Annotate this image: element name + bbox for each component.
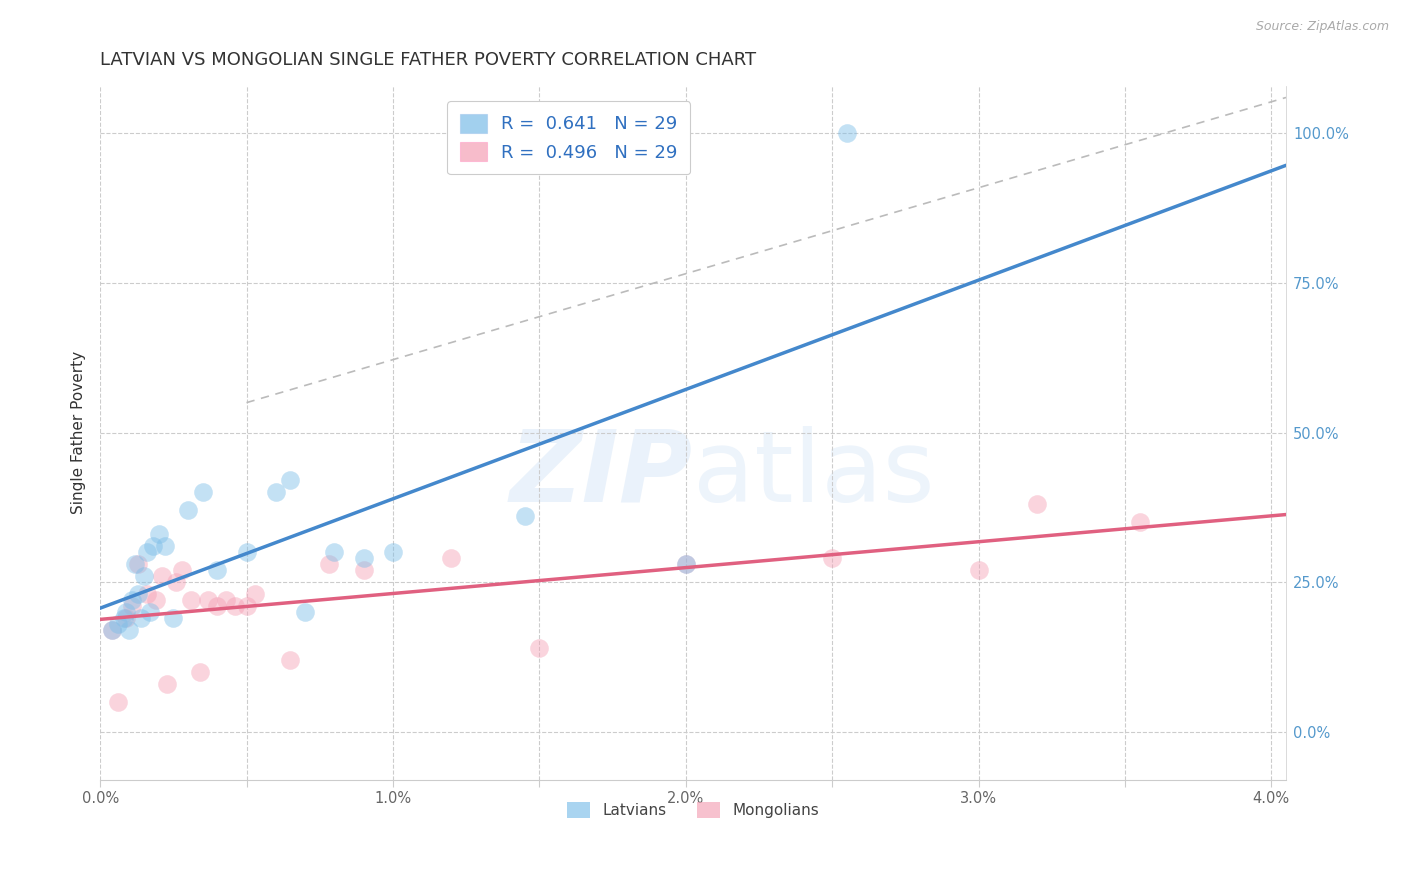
Point: [967, 563, 990, 577]
Point: [177, 503, 200, 517]
Point: [235, 545, 257, 559]
Point: [150, 569, 173, 583]
Point: [156, 677, 179, 691]
Point: [381, 545, 404, 559]
Point: [835, 127, 858, 141]
Point: [224, 599, 246, 613]
Point: [353, 551, 375, 566]
Point: [124, 558, 146, 572]
Point: [118, 623, 141, 637]
Point: [129, 611, 152, 625]
Point: [235, 599, 257, 613]
Y-axis label: Single Father Poverty: Single Father Poverty: [72, 351, 86, 514]
Point: [162, 611, 184, 625]
Point: [101, 623, 124, 637]
Point: [245, 587, 267, 601]
Point: [188, 665, 211, 679]
Point: [136, 587, 159, 601]
Point: [318, 558, 340, 572]
Point: [264, 485, 287, 500]
Text: Source: ZipAtlas.com: Source: ZipAtlas.com: [1256, 20, 1389, 33]
Text: ZIP: ZIP: [510, 425, 693, 523]
Point: [165, 575, 187, 590]
Point: [1129, 516, 1152, 530]
Point: [139, 605, 162, 619]
Point: [136, 545, 159, 559]
Point: [323, 545, 346, 559]
Point: [207, 563, 229, 577]
Point: [821, 551, 844, 566]
Point: [153, 539, 176, 553]
Point: [1026, 497, 1049, 511]
Point: [353, 563, 375, 577]
Point: [513, 509, 536, 524]
Point: [107, 695, 129, 709]
Point: [115, 611, 138, 625]
Point: [280, 474, 302, 488]
Point: [529, 640, 551, 655]
Text: atlas: atlas: [693, 425, 935, 523]
Point: [132, 569, 155, 583]
Point: [145, 593, 167, 607]
Point: [142, 539, 165, 553]
Point: [148, 527, 170, 541]
Point: [191, 485, 214, 500]
Point: [197, 593, 219, 607]
Point: [675, 558, 697, 572]
Point: [215, 593, 238, 607]
Point: [675, 558, 697, 572]
Point: [127, 587, 149, 601]
Point: [440, 551, 463, 566]
Point: [280, 653, 302, 667]
Point: [180, 593, 202, 607]
Point: [207, 599, 229, 613]
Point: [115, 605, 138, 619]
Point: [121, 593, 143, 607]
Point: [172, 563, 194, 577]
Point: [107, 617, 129, 632]
Point: [294, 605, 316, 619]
Legend: Latvians, Mongolians: Latvians, Mongolians: [561, 796, 825, 824]
Point: [127, 558, 149, 572]
Text: LATVIAN VS MONGOLIAN SINGLE FATHER POVERTY CORRELATION CHART: LATVIAN VS MONGOLIAN SINGLE FATHER POVER…: [100, 51, 756, 69]
Point: [101, 623, 124, 637]
Point: [112, 611, 135, 625]
Point: [121, 599, 143, 613]
